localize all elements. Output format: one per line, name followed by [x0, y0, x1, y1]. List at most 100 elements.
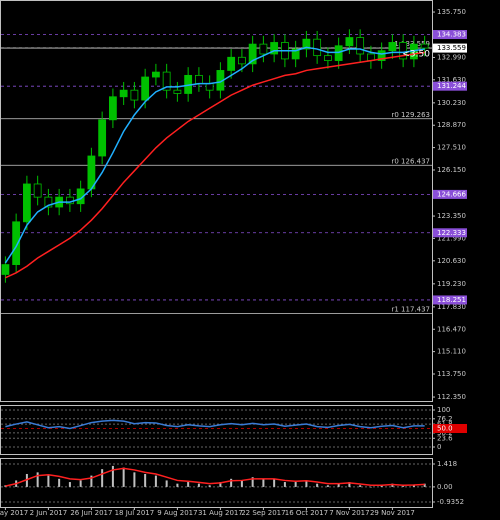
histogram-bar: [391, 483, 394, 487]
x-tick-label: 31 Aug 2017: [198, 509, 243, 517]
x-tick-label: 16 Oct 2017: [285, 509, 328, 517]
candle-body: [237, 56, 246, 65]
candle-body: [323, 55, 332, 61]
candle-body: [194, 74, 203, 85]
histogram-bar: [68, 482, 71, 487]
histogram-bar: [380, 485, 383, 487]
y-tick-label: 115.110: [437, 348, 466, 356]
x-tick-label: 7 Nov 2017: [329, 509, 369, 517]
histogram-bar: [337, 483, 340, 487]
level-box: [433, 81, 467, 91]
histogram-bar: [219, 482, 222, 487]
histogram-bar: [423, 483, 426, 487]
candle-body: [420, 43, 429, 49]
y-tick-label: 132.990: [437, 53, 466, 61]
y-tick-label: 128.870: [437, 121, 466, 129]
indicator-line: [5, 467, 425, 487]
candle-body: [356, 37, 365, 55]
macd-panel: [0, 458, 433, 508]
candle-body: [248, 43, 257, 65]
x-tick-label: 9 Aug 2017: [157, 509, 197, 517]
candle-body: [141, 76, 150, 101]
candle-body: [44, 196, 53, 208]
histogram-bar: [144, 473, 147, 487]
histogram-bar: [101, 469, 104, 487]
y-tick-label: 131.630: [437, 76, 466, 84]
candle-body: [345, 37, 354, 47]
y-tick-label: 116.470: [437, 325, 466, 333]
histogram-bar: [305, 480, 308, 487]
x-tick-label: 22 Sep 2017: [241, 509, 285, 517]
y-tick-label: 113.750: [437, 370, 466, 378]
indicator-line: [4, 46, 425, 264]
histogram-bar: [251, 477, 254, 487]
candle-body: [1, 264, 10, 275]
level-box: [433, 43, 467, 53]
annotation-label: r0 129.263: [391, 111, 430, 119]
candle-body: [302, 38, 311, 50]
level-label: 118.251: [437, 296, 466, 304]
histogram-bar: [348, 482, 351, 487]
histogram-bar: [294, 482, 297, 487]
histogram-bar: [208, 485, 211, 487]
histogram-bar: [58, 478, 61, 487]
candle-body: [130, 89, 139, 101]
price-panel: [0, 0, 433, 402]
histogram-bar: [176, 483, 179, 487]
level-box: [433, 295, 467, 305]
y-tick-label: 126.150: [437, 166, 466, 174]
rsi-line: [5, 419, 425, 430]
histogram-bar: [111, 465, 114, 487]
level-box: [433, 228, 467, 238]
candle-body: [119, 89, 128, 98]
histogram-bar: [47, 475, 50, 487]
candle-body: [162, 71, 171, 91]
y-tick-label: -0.9352: [437, 498, 464, 506]
histogram-bar: [230, 478, 233, 487]
level-label: 134.383: [437, 31, 466, 39]
candle-body: [173, 89, 182, 94]
candle-body: [12, 221, 21, 265]
histogram-bar: [154, 475, 157, 487]
y-tick-label: 123.350: [437, 212, 466, 220]
x-tick-label: 26 Jun 2017: [70, 509, 112, 517]
candle-body: [98, 119, 107, 157]
level-label: 133.559: [437, 44, 466, 52]
histogram-bar: [122, 467, 125, 487]
x-tick-label: 2 Jun 2017: [30, 509, 68, 517]
annotation-label: r1 117.437: [391, 305, 430, 313]
histogram-bar: [133, 472, 136, 487]
candle-body: [291, 48, 300, 60]
histogram-bar: [316, 483, 319, 487]
level-label: 122.333: [437, 229, 466, 237]
candle-body: [109, 96, 117, 121]
candle-body: [313, 38, 322, 57]
candle-body: [151, 71, 160, 78]
level-box: [433, 424, 467, 433]
histogram-bar: [197, 483, 200, 487]
y-tick-label: 119.230: [437, 280, 466, 288]
histogram-bar: [25, 473, 28, 487]
y-tick-label: 127.510: [437, 144, 466, 152]
histogram-bar: [283, 482, 286, 487]
histogram-bar: [187, 482, 190, 487]
level-label: 124.666: [437, 190, 466, 198]
x-tick-label: 29 Nov 2017: [370, 509, 415, 517]
y-tick-label: 0: [437, 443, 441, 451]
level-label: 50.0: [437, 425, 453, 433]
candle-body: [259, 43, 268, 55]
y-tick-label: 117.830: [437, 303, 466, 311]
candle-body: [205, 83, 214, 91]
y-tick-label: 135.750: [437, 8, 466, 16]
y-tick-label: 76.2: [437, 415, 453, 423]
x-tick-label: 18 Jul 2017: [115, 509, 155, 517]
histogram-bar: [326, 485, 329, 487]
indicator-line: [5, 51, 425, 279]
candle-body: [33, 183, 42, 198]
y-tick-label: 120.630: [437, 257, 466, 265]
y-tick-label: 23.6: [437, 434, 453, 442]
level-label: 131.244: [437, 82, 466, 90]
candle-body: [22, 183, 31, 223]
histogram-bar: [90, 475, 93, 487]
